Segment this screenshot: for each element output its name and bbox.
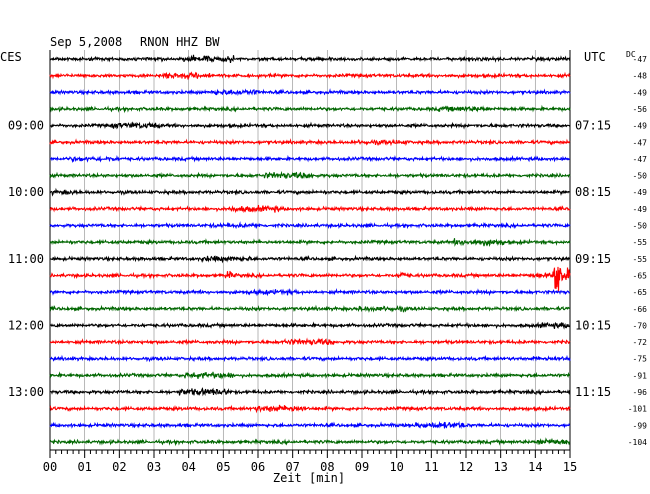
trace-20 <box>49 387 571 397</box>
dc-offset-label: -49 <box>633 205 648 214</box>
local-hour-label: 09:00 <box>8 119 44 133</box>
dc-offset-label: -72 <box>633 338 648 347</box>
x-axis: 00 01 02 03 04 05 06 07 08 09 10 11 12 13 14 15 <box>43 449 577 474</box>
x-tick-label: 08 <box>320 460 334 474</box>
dc-offset-label: -96 <box>633 388 648 397</box>
trace-4 <box>49 121 571 130</box>
trace-12 <box>50 254 571 264</box>
utc-hour-label: 08:15 <box>575 185 611 199</box>
trace-9 <box>49 204 571 214</box>
utc-hour-label: 11:15 <box>575 385 611 399</box>
trace-22 <box>49 420 571 430</box>
dc-offset-label: -65 <box>633 271 648 280</box>
dc-offset-label: -47 <box>633 155 648 164</box>
x-tick-label: 00 <box>43 460 57 474</box>
time-gridlines <box>49 50 571 450</box>
trace-14 <box>49 287 571 297</box>
right-axis-label: UTC <box>584 50 606 64</box>
local-hour-label: 10:00 <box>8 185 44 199</box>
dc-offset-label: -50 <box>633 172 648 181</box>
trace-11 <box>49 238 571 248</box>
trace-8 <box>49 187 571 197</box>
trace-13 <box>49 266 571 292</box>
dc-offset-label: -49 <box>633 88 648 97</box>
local-hour-label: 11:00 <box>8 252 44 266</box>
x-tick-label: 10 <box>389 460 403 474</box>
x-tick-label: 02 <box>112 460 126 474</box>
dc-offset-label: -50 <box>633 222 648 231</box>
dc-offset-label: -49 <box>633 122 648 131</box>
x-tick-label: 14 <box>528 460 542 474</box>
trace-17 <box>49 337 571 346</box>
x-tick-label: 12 <box>459 460 473 474</box>
dc-offset-label: -47 <box>633 55 648 64</box>
utc-hour-label: 09:15 <box>575 252 611 266</box>
x-tick-label: 09 <box>355 460 369 474</box>
local-hour-label: 12:00 <box>8 318 44 332</box>
chart-station: RNON HHZ BW <box>140 35 220 49</box>
utc-hour-label: 10:15 <box>575 318 611 332</box>
x-tick-label: 05 <box>216 460 230 474</box>
x-tick-label: 01 <box>77 460 91 474</box>
dc-offset-label: -47 <box>633 138 648 147</box>
x-tick-label: 07 <box>285 460 299 474</box>
dc-offset-label: -49 <box>633 188 648 197</box>
dc-offset-label: -101 <box>628 405 647 414</box>
trace-1 <box>49 71 571 80</box>
trace-10 <box>49 221 571 230</box>
x-tick-label: 03 <box>147 460 161 474</box>
x-axis-title: Zeit [min] <box>273 471 345 485</box>
trace-0 <box>49 54 571 63</box>
dc-offset-label: -66 <box>633 305 648 314</box>
x-tick-label: 06 <box>251 460 265 474</box>
dc-offset-label: -55 <box>633 238 648 247</box>
x-tick-label: 11 <box>424 460 438 474</box>
utc-hour-label: 07:15 <box>575 119 611 133</box>
dc-offset-labels: -47 -48 -49 -56 -49 -47 -47 -50 -49 -49 -50 -55 -55 -… <box>628 55 647 447</box>
trace-7 <box>49 170 571 180</box>
trace-23 <box>50 437 571 447</box>
seismic-traces <box>49 54 571 447</box>
trace-5 <box>49 138 571 147</box>
trace-3 <box>49 104 571 114</box>
trace-19 <box>49 371 571 380</box>
x-tick-label: 13 <box>493 460 507 474</box>
x-tick-label: 15 <box>563 460 577 474</box>
trace-2 <box>49 88 571 97</box>
dc-offset-label: -99 <box>633 421 648 430</box>
left-axis-label: CES <box>0 50 22 64</box>
utc-time-labels: 07:15 08:15 09:15 10:15 11:15 <box>575 119 611 399</box>
dc-offset-label: -70 <box>633 321 648 330</box>
trace-18 <box>49 354 571 363</box>
trace-16 <box>49 321 571 330</box>
x-tick-label: 04 <box>181 460 195 474</box>
dc-offset-label: -75 <box>633 355 648 364</box>
dc-offset-label: -55 <box>633 255 648 264</box>
chart-date: Sep 5,2008 <box>50 35 122 49</box>
trace-15 <box>49 304 571 313</box>
local-hour-label: 13:00 <box>8 385 44 399</box>
dc-offset-label: -91 <box>633 371 648 380</box>
dc-offset-label: -56 <box>633 105 648 114</box>
local-time-labels: 09:00 10:00 11:00 12:00 13:00 <box>8 119 44 399</box>
trace-6 <box>49 154 571 164</box>
dc-offset-label: -104 <box>628 438 647 447</box>
dc-label: DC <box>626 50 636 59</box>
trace-21 <box>49 404 571 414</box>
dc-offset-label: -48 <box>633 72 648 81</box>
dc-offset-label: -65 <box>633 288 648 297</box>
